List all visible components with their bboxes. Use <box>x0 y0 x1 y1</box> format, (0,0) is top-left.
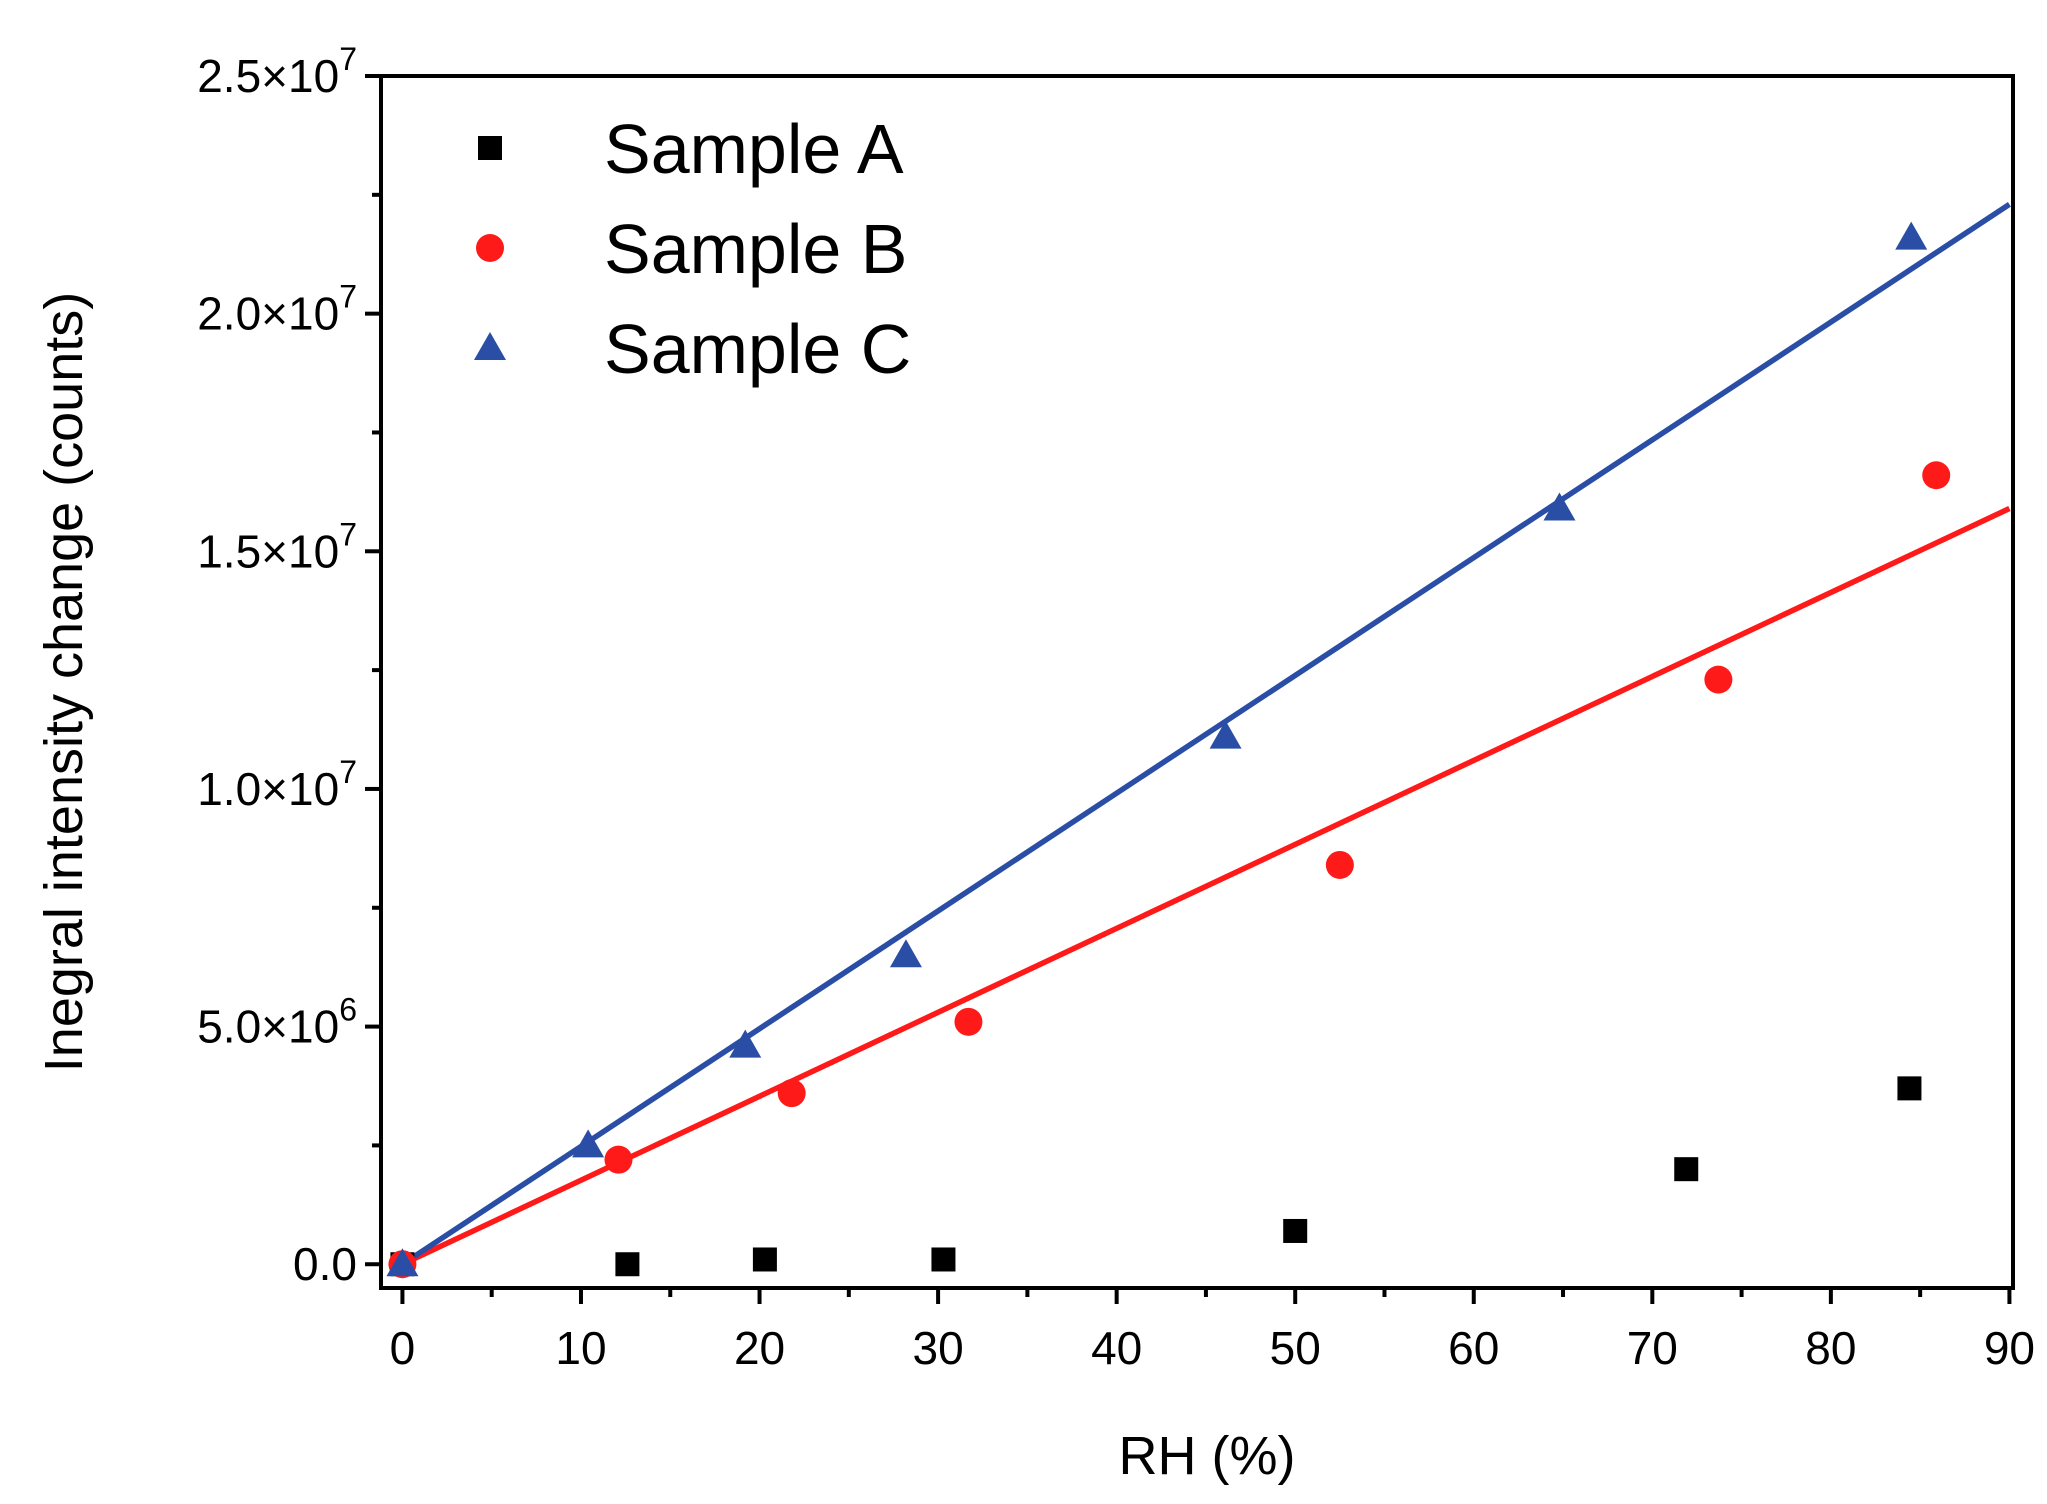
sample-b-point <box>954 1007 983 1036</box>
x-tick-label: 50 <box>1270 1322 1321 1374</box>
plot-frame <box>379 74 2015 1290</box>
x-tick-label: 20 <box>734 1322 785 1374</box>
sample-c-fit-line <box>400 202 2011 1267</box>
sample-a-point <box>1897 1076 1922 1101</box>
y-tick-label: 5.0×106 <box>197 992 357 1053</box>
sample-a-point <box>1674 1157 1699 1182</box>
x-tick-label: 60 <box>1448 1322 1499 1374</box>
sample-b-fit-line <box>401 506 2011 1267</box>
legend-sample-a-label: Sample A <box>604 110 904 188</box>
x-tick-label: 0 <box>390 1322 416 1374</box>
sample-b-point <box>1325 850 1354 879</box>
sample-c-point <box>889 939 922 968</box>
fit-lines <box>400 202 2011 1267</box>
y-tick-label: 1.5×107 <box>197 516 357 577</box>
y-tick-label: 2.5×107 <box>197 41 357 102</box>
x-tick-label: 30 <box>913 1322 964 1374</box>
sample-a-point <box>615 1252 640 1277</box>
legend: Sample A Sample B Sample C <box>474 110 911 388</box>
sample-a-point <box>752 1247 777 1272</box>
legend-sample-b-label: Sample B <box>604 210 907 288</box>
sample-c-point <box>572 1129 605 1158</box>
y-axis-title: Inegral intensity change (counts) <box>34 292 94 1072</box>
y-tick-label: 1.0×107 <box>197 754 357 815</box>
x-tick-label: 10 <box>555 1322 606 1374</box>
x-axis-title: RH (%) <box>1119 1426 1296 1486</box>
sample-a-point <box>931 1247 956 1272</box>
sample-a-point <box>1283 1218 1308 1243</box>
sample-c-point <box>386 1248 419 1277</box>
sample-c-point <box>1209 720 1242 749</box>
y-tick-label: 0.0 <box>293 1238 357 1290</box>
x-tick-label: 70 <box>1627 1322 1678 1374</box>
y-tick-label: 2.0×107 <box>197 279 357 340</box>
legend-sample-c-marker <box>474 332 506 360</box>
x-tick-label: 90 <box>1984 1322 2035 1374</box>
sample-c-point <box>1543 492 1576 521</box>
legend-sample-c-label: Sample C <box>604 310 911 388</box>
sample-b-point <box>1922 461 1951 490</box>
x-axis-ticks: 0 10 20 30 40 50 60 70 80 90 <box>390 1288 2035 1374</box>
sample-c-point <box>1895 221 1928 250</box>
sample-b-point <box>604 1145 633 1174</box>
sample-c-point <box>729 1029 762 1058</box>
y-axis-ticks: 0.0 5.0×106 1.0×107 1.5×107 2.0×107 2.5×107 <box>197 41 381 1290</box>
data-points <box>386 221 1951 1279</box>
legend-sample-a-marker <box>478 136 502 160</box>
legend-sample-b-marker <box>476 234 504 262</box>
sample-b-point <box>1704 665 1733 694</box>
x-tick-label: 80 <box>1805 1322 1856 1374</box>
x-tick-label: 40 <box>1091 1322 1142 1374</box>
sample-b-point <box>777 1079 806 1108</box>
